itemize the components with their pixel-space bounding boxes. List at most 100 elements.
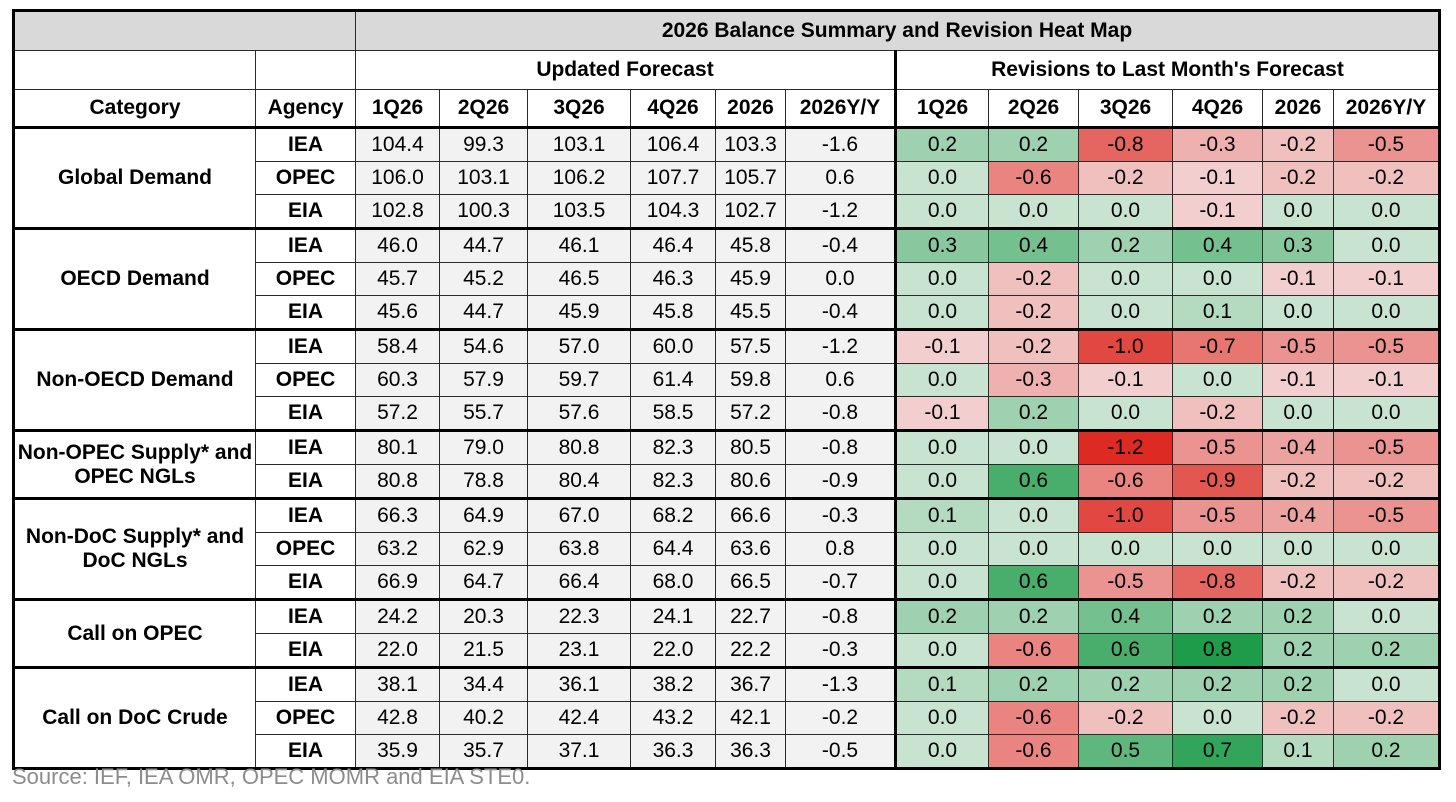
forecast-value: 45.7 — [355, 262, 440, 296]
forecast-value: 59.7 — [527, 363, 631, 397]
agency-label: EIA — [255, 396, 356, 431]
column-header-revision-2026: 2026 — [1262, 89, 1334, 128]
agency-label: IEA — [255, 497, 356, 533]
table-row: Non-OECD Demand IEA 58.4 54.6 57.0 60.0 57.5 -1… — [13, 328, 1440, 431]
revision-value: 0.0 — [894, 701, 989, 735]
revision-value: 0.0 — [1172, 701, 1263, 735]
revision-value: 0.0 — [894, 161, 989, 195]
revision-value: -0.2 — [1333, 464, 1440, 499]
revision-value: 0.2 — [1262, 633, 1334, 668]
revision-value: -0.1 — [1333, 262, 1440, 296]
revision-value: -0.5 — [1172, 429, 1263, 465]
table-row: OPEC 63.2 62.9 63.8 64.4 63.6 0.8 0.0 0.0 0.0 0.0 0… — [14, 532, 1440, 566]
forecast-value: 46.5 — [527, 262, 631, 296]
agency-label: IEA — [255, 666, 356, 702]
table-row: EIA 45.6 44.7 45.9 45.8 45.5 -0.4 0.0 -0.2 0.0 0.1… — [14, 295, 1440, 330]
forecast-value: 99.3 — [439, 126, 528, 162]
forecast-value: 102.8 — [355, 194, 440, 229]
forecast-value: 104.3 — [630, 194, 716, 229]
forecast-value: 23.1 — [527, 633, 631, 668]
forecast-value: 66.3 — [355, 497, 440, 533]
forecast-value: 57.0 — [527, 328, 631, 364]
forecast-value: 58.5 — [630, 396, 716, 431]
forecast-value: 63.2 — [355, 532, 440, 566]
revision-value: -0.3 — [1172, 126, 1263, 162]
group-header-revisions: Revisions to Last Month's Forecast — [894, 50, 1440, 90]
revision-value: 0.3 — [1262, 227, 1334, 263]
forecast-value: 22.3 — [527, 598, 631, 634]
table-row: OPEC 60.3 57.9 59.7 61.4 59.8 0.6 0.0 -0.3 -0.1 0.… — [14, 363, 1440, 397]
revision-value: 0.2 — [894, 598, 989, 634]
forecast-value: 80.5 — [715, 429, 786, 465]
table-row: EIA 66.9 64.7 66.4 68.0 66.5 -0.7 0.0 0.6 -0.5 -0.… — [14, 565, 1440, 600]
revision-value: 0.0 — [1333, 666, 1440, 702]
forecast-value: 34.4 — [439, 666, 528, 702]
forecast-value: 36.3 — [715, 734, 786, 769]
forecast-value: 106.0 — [355, 161, 440, 195]
table-row: EIA 22.0 21.5 23.1 22.0 22.2 -0.3 0.0 -0.6 0.6 0.8… — [14, 633, 1440, 668]
revision-value: 0.1 — [1172, 295, 1263, 330]
revision-value: -0.5 — [1333, 126, 1440, 162]
forecast-value: 58.4 — [355, 328, 440, 364]
revision-value: -0.2 — [1262, 565, 1334, 600]
revision-value: 0.0 — [988, 497, 1079, 533]
revision-value: 0.0 — [1262, 295, 1334, 330]
forecast-value: 45.2 — [439, 262, 528, 296]
forecast-value: 36.3 — [630, 734, 716, 769]
revision-value: -0.6 — [988, 734, 1079, 769]
revision-value: 0.0 — [1078, 396, 1173, 431]
forecast-value: 37.1 — [527, 734, 631, 769]
table-row: EIA 35.9 35.7 37.1 36.3 36.3 -0.5 0.0 -0.6 0.5 0.7… — [14, 734, 1440, 769]
forecast-value: 42.4 — [527, 701, 631, 735]
revision-value: 0.0 — [988, 429, 1079, 465]
agency-label: IEA — [255, 598, 356, 634]
forecast-value: 64.7 — [439, 565, 528, 600]
revision-value: -0.6 — [1078, 464, 1173, 499]
forecast-value: 106.4 — [630, 126, 716, 162]
revision-value: 0.0 — [1262, 532, 1334, 566]
revision-value: -0.2 — [1262, 464, 1334, 499]
revision-value: -0.5 — [1172, 497, 1263, 533]
agency-label: OPEC — [255, 363, 356, 397]
revision-value: -0.1 — [1172, 161, 1263, 195]
revision-value: 0.2 — [1078, 666, 1173, 702]
revision-value: 0.2 — [988, 666, 1079, 702]
table-row: OPEC 45.7 45.2 46.5 46.3 45.9 0.0 0.0 -0.2 0.0 0.0… — [14, 262, 1440, 296]
revision-value: 0.1 — [894, 497, 989, 533]
revision-value: 0.2 — [894, 126, 989, 162]
revision-value: 0.0 — [894, 532, 989, 566]
revision-value: 0.2 — [1172, 598, 1263, 634]
revision-value: 0.0 — [894, 734, 989, 769]
agency-label: EIA — [255, 734, 356, 769]
revision-value: 0.0 — [1333, 295, 1440, 330]
forecast-value: 82.3 — [630, 429, 716, 465]
table-row: EIA 57.2 55.7 57.6 58.5 57.2 -0.8 -0.1 0.2 0.0 -0.… — [14, 396, 1440, 431]
column-header-revision-1q26: 1Q26 — [894, 89, 989, 128]
forecast-value: -0.4 — [785, 227, 896, 263]
revision-value: -0.2 — [1333, 701, 1440, 735]
agency-label: IEA — [255, 126, 356, 162]
forecast-value: 45.5 — [715, 295, 786, 330]
revision-value: -0.1 — [894, 396, 989, 431]
forecast-value: 59.8 — [715, 363, 786, 397]
revision-value: 0.0 — [1333, 227, 1440, 263]
column-header-revision-3q26: 3Q26 — [1078, 89, 1173, 128]
forecast-value: 35.7 — [439, 734, 528, 769]
revision-value: 0.4 — [1078, 598, 1173, 634]
forecast-value: 103.3 — [715, 126, 786, 162]
forecast-value: -0.8 — [785, 396, 896, 431]
forecast-value: 103.5 — [527, 194, 631, 229]
forecast-value: 38.2 — [630, 666, 716, 702]
revision-value: 0.6 — [988, 565, 1079, 600]
table-title: 2026 Balance Summary and Revision Heat M… — [355, 10, 1440, 51]
forecast-value: 103.1 — [527, 126, 631, 162]
revision-value: 0.0 — [894, 363, 989, 397]
forecast-value: 20.3 — [439, 598, 528, 634]
forecast-value: 57.9 — [439, 363, 528, 397]
column-header-forecast-3q26: 3Q26 — [527, 89, 631, 128]
revision-value: 0.2 — [988, 126, 1079, 162]
revision-value: -0.6 — [988, 161, 1079, 195]
forecast-value: 61.4 — [630, 363, 716, 397]
column-header-category: Category — [13, 89, 256, 128]
revision-value: 0.3 — [894, 227, 989, 263]
